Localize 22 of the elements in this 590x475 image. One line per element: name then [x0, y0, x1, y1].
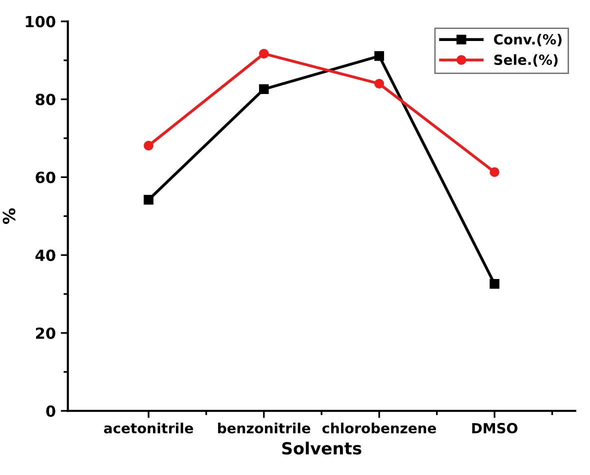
y-tick-label: 80: [36, 94, 56, 106]
y-axis-title: %: [2, 208, 16, 224]
point: [144, 140, 154, 150]
y-tick-label: 40: [35, 250, 56, 262]
x-tick-label: DMSO: [472, 422, 518, 434]
x-axis-title: Solvents: [282, 442, 362, 455]
y-tick-label: 20: [36, 327, 56, 339]
point: [490, 167, 500, 177]
y-tick-label: 100: [26, 16, 56, 28]
y-tick-label: 60: [36, 172, 56, 184]
point: [374, 51, 384, 61]
point: [259, 84, 269, 94]
point: [259, 48, 269, 59]
point: [490, 279, 500, 289]
x-tick-label: chlorobenzene: [322, 422, 436, 434]
legend-label: Conv.(%): [494, 34, 562, 46]
y-tick-label: 0: [46, 405, 56, 417]
legend-label: Sele.(%): [494, 54, 558, 67]
x-tick-label: benzonitrile: [218, 422, 310, 434]
x-tick-label: acetonitrile: [104, 422, 194, 434]
point: [374, 78, 384, 89]
point: [144, 194, 154, 205]
